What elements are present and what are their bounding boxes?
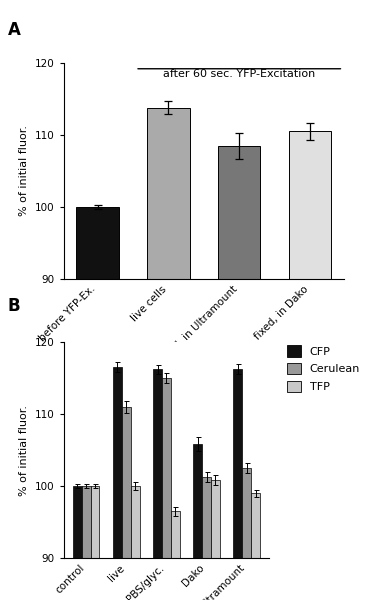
Bar <box>211 480 220 558</box>
Bar <box>73 486 82 558</box>
Y-axis label: % of initial fluor.: % of initial fluor. <box>19 125 29 217</box>
Bar <box>233 370 242 558</box>
Text: after 60 sec. YFP-Excitation: after 60 sec. YFP-Excitation <box>163 69 315 79</box>
Bar <box>202 478 211 558</box>
Bar <box>91 486 99 558</box>
Bar <box>242 468 251 558</box>
Bar <box>193 444 202 558</box>
Bar <box>218 146 261 279</box>
Bar <box>82 486 91 558</box>
Bar <box>76 207 119 279</box>
Text: B: B <box>7 297 20 315</box>
Bar <box>251 493 260 558</box>
Bar <box>171 511 180 558</box>
Bar <box>289 131 331 279</box>
Bar <box>153 370 162 558</box>
Text: A: A <box>7 21 20 39</box>
Bar <box>122 407 131 558</box>
Bar <box>162 378 171 558</box>
Y-axis label: % of initial fluor.: % of initial fluor. <box>19 404 29 496</box>
Bar <box>147 107 190 279</box>
Bar <box>131 486 140 558</box>
Bar <box>113 367 122 558</box>
Legend: CFP, Cerulean, TFP: CFP, Cerulean, TFP <box>285 343 362 394</box>
